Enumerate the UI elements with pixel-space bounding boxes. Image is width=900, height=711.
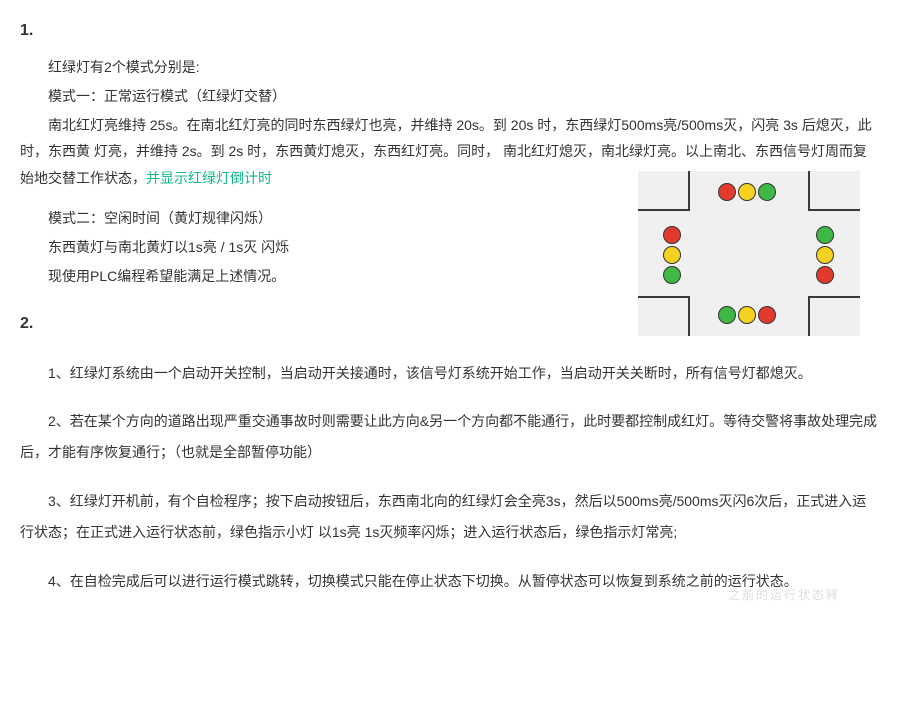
- section-1: 1. 红绿灯有2个模式分别是: 模式一：正常运行模式（红绿灯交替） 南北红灯亮维…: [20, 16, 880, 289]
- road-border-segment: [638, 296, 690, 298]
- road-border-segment: [808, 296, 860, 298]
- watermark-text: 之前的运行状态释: [728, 584, 840, 607]
- section-2: 2. 1、红绿灯系统由一个启动开关控制，当启动开关接通时，该信号灯系统开始工作，…: [20, 309, 880, 596]
- left-red-light: [663, 226, 681, 244]
- requirement-item-3: 3、红绿灯开机前，有个自检程序；按下启动按钮后，东西南北向的红绿灯会全亮3s，然…: [20, 486, 880, 548]
- right-green-light: [816, 226, 834, 244]
- top-yellow-light: [738, 183, 756, 201]
- mode2-line1: 东西黄灯与南北黄灯以1s亮 / 1s灭 闪烁: [20, 234, 620, 261]
- left-green-light: [663, 266, 681, 284]
- mode1-title: 模式一：正常运行模式（红绿灯交替）: [20, 83, 880, 110]
- requirement-item-1: 1、红绿灯系统由一个启动开关控制，当启动开关接通时，该信号灯系统开始工作，当启动…: [20, 358, 880, 389]
- right-red-light: [816, 266, 834, 284]
- section-1-number: 1.: [20, 16, 880, 46]
- road-border-segment: [808, 171, 810, 211]
- section-2-number: 2.: [20, 309, 880, 339]
- right-yellow-light: [816, 246, 834, 264]
- road-border-segment: [808, 209, 860, 211]
- top-green-light: [758, 183, 776, 201]
- requirement-item-2: 2、若在某个方向的道路出现严重交通事故时则需要让此方向&另一个方向都不能通行，此…: [20, 406, 880, 468]
- mode1-highlight: 并显示红绿灯倒计时: [146, 170, 272, 186]
- mode2-title: 模式二：空闲时间（黄灯规律闪烁）: [20, 205, 620, 232]
- mode2-line2: 现使用PLC编程希望能满足上述情况。: [20, 263, 620, 290]
- top-red-light: [718, 183, 736, 201]
- road-border-segment: [638, 209, 690, 211]
- road-border-segment: [688, 171, 690, 211]
- left-yellow-light: [663, 246, 681, 264]
- intro-line: 红绿灯有2个模式分别是:: [20, 54, 880, 81]
